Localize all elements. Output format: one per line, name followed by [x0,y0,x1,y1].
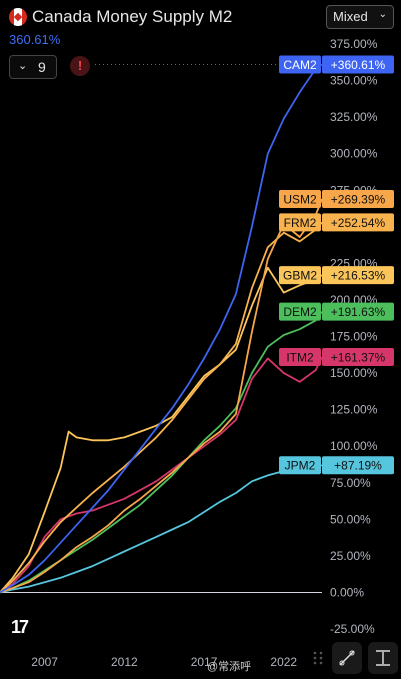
series-value-label: +216.53% [331,269,386,283]
y-tick-label: 100.00% [330,439,378,453]
series-value-label: +161.37% [331,350,386,364]
series-name-tag [279,55,321,74]
x-tick-label: 2007 [31,655,58,669]
series-name-tag [279,302,321,321]
series-value-tag [322,302,394,321]
series-name-label: GBM2 [283,269,317,283]
series-name-tag [279,190,321,209]
scale-mode-select[interactable]: Mixed ⌄ [326,5,394,29]
tradingview-logo-icon: 17 [11,617,29,637]
series-name-tag [279,213,321,232]
series-value-label: +191.63% [331,305,386,319]
drawing-tools [304,640,400,676]
percent-change: 360.61% [9,32,61,47]
series-name-label: CAM2 [283,58,317,72]
y-tick-label: 150.00% [330,366,378,380]
series-value-tag [322,213,394,232]
series-value-label: +360.61% [331,58,386,72]
indicator-collapse-button[interactable]: ⌄ 9 [9,55,57,79]
y-tick-label: 350.00% [330,74,378,88]
y-tick-label: 75.00% [330,476,371,490]
drag-handle-icon[interactable] [304,642,334,674]
series-name-label: ITM2 [286,350,314,364]
series-value-tag [322,347,394,366]
series-value-tag [322,55,394,74]
chart-title: Canada Money Supply M2 [32,7,233,26]
y-tick-label: 125.00% [330,403,378,417]
series-line-jpm2 [0,464,323,594]
series-line-gbm2 [0,266,323,593]
y-tick-label: 50.00% [330,512,371,526]
trend-line-tool-icon[interactable] [332,642,362,674]
series-name-label: DEM2 [283,305,317,319]
series-line-itm2 [0,356,323,594]
canada-flag-icon [9,8,27,26]
y-tick-label: 0.00% [330,585,364,599]
y-tick-label: -25.00% [330,622,375,636]
series-value-label: +87.19% [334,459,382,473]
indicator-count: 9 [38,59,46,75]
series-name-label: FRM2 [284,216,317,230]
x-tick-label: 2022 [270,655,297,669]
series-line-cam2 [0,63,323,594]
series-value-label: +252.54% [331,216,386,230]
series-name-label: USM2 [283,193,317,207]
series-value-label: +269.39% [331,193,386,207]
series-value-tag [322,456,394,475]
series-value-tag [322,266,394,285]
x-tick-label: 2012 [111,655,138,669]
y-tick-label: 300.00% [330,147,378,161]
series-value-tag [322,190,394,209]
watermark: @常添呼 [207,661,252,673]
y-tick-label: 25.00% [330,549,371,563]
y-tick-label: 375.00% [330,37,378,51]
series-line-usm2 [0,198,323,594]
x-tick-label: 2017 [191,655,218,669]
series-name-tag [279,347,321,366]
series-name-tag [279,456,321,475]
y-tick-label: 175.00% [330,330,378,344]
chart-header: Canada Money Supply M2 360.61% Mixed ⌄ ⌄… [0,0,401,90]
series-name-tag [279,266,321,285]
scale-mode-label: Mixed [333,9,368,24]
series-line-dem2 [0,311,323,594]
chevron-down-icon: ⌄ [18,60,28,72]
y-tick-label: 325.00% [330,110,378,124]
series-name-label: JPM2 [285,459,316,473]
chevron-down-icon: ⌄ [378,9,387,20]
warning-icon[interactable]: ! [70,56,90,76]
measure-tool-icon[interactable] [368,642,398,674]
